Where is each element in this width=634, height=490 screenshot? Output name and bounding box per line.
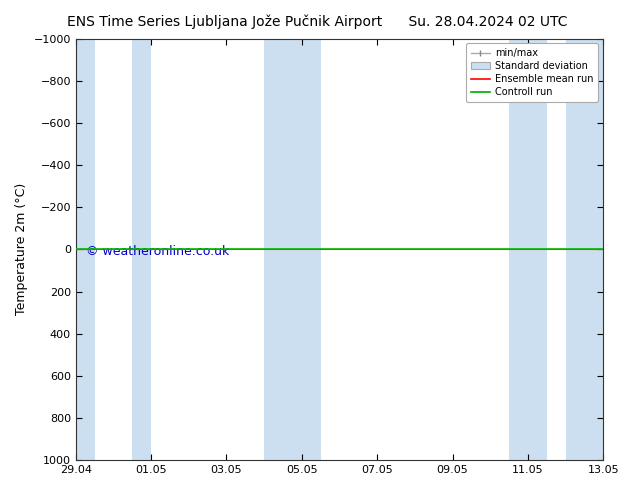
Bar bbox=[76, 39, 94, 460]
Y-axis label: Temperature 2m (°C): Temperature 2m (°C) bbox=[15, 183, 28, 316]
Legend: min/max, Standard deviation, Ensemble mean run, Controll run: min/max, Standard deviation, Ensemble me… bbox=[466, 44, 598, 102]
Bar bbox=[509, 39, 547, 460]
Bar bbox=[264, 39, 321, 460]
Text: ENS Time Series Ljubljana Jože Pučnik Airport      Su. 28.04.2024 02 UTC: ENS Time Series Ljubljana Jože Pučnik Ai… bbox=[67, 15, 567, 29]
Bar bbox=[133, 39, 151, 460]
Text: © weatheronline.co.uk: © weatheronline.co.uk bbox=[86, 245, 230, 258]
Bar bbox=[566, 39, 603, 460]
